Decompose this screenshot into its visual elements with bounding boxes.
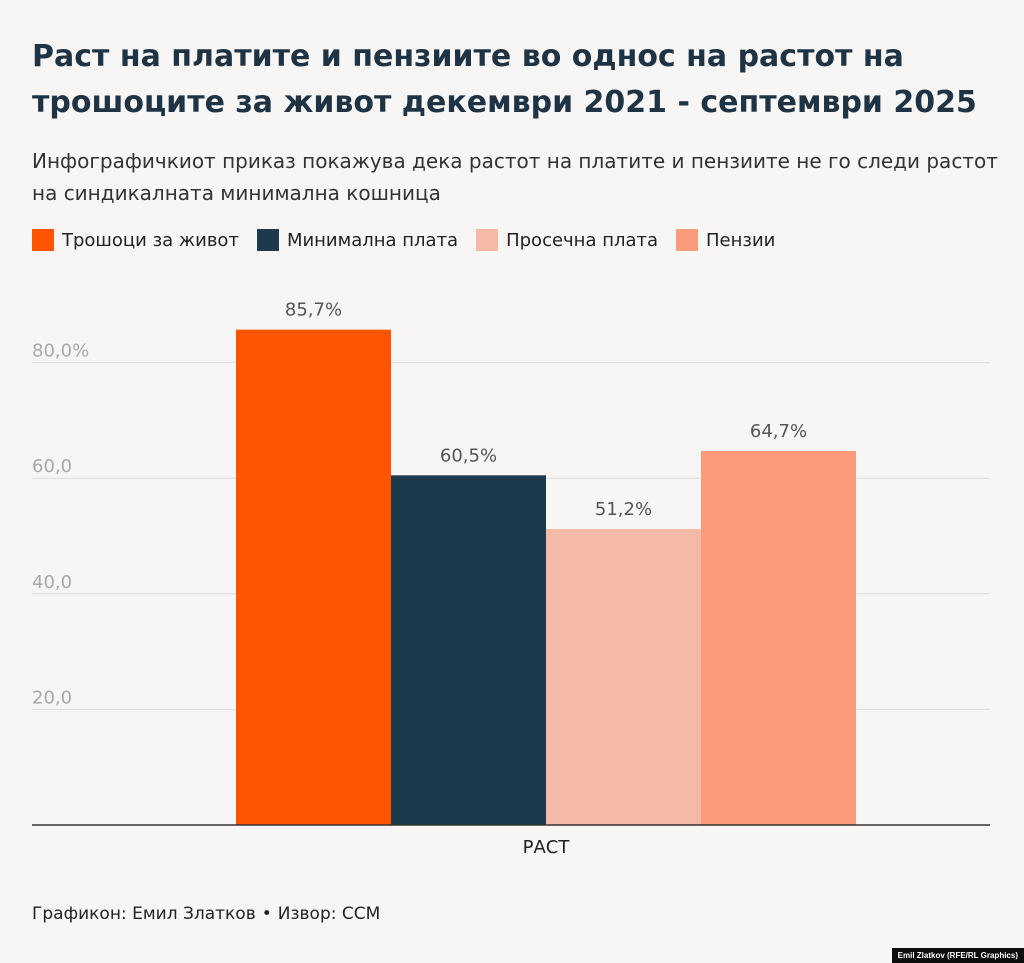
x-tick-label: РАСТ	[523, 837, 571, 858]
legend: Трошоци за живот Минимална плата Просечн…	[32, 229, 793, 251]
legend-swatch	[476, 229, 499, 251]
chart-title: Раст на платите и пензиите во однос на р…	[32, 39, 977, 120]
footer-separator: •	[261, 904, 272, 924]
legend-item-average-wage: Просечна плата	[476, 229, 658, 251]
credit-badge: Emil Zlatkov (RFE/RL Graphics)	[891, 948, 1024, 963]
y-tick-label: 60,0	[32, 456, 72, 477]
bar	[236, 329, 391, 825]
data-label: 64,7%	[750, 421, 807, 442]
legend-swatch	[32, 229, 54, 251]
legend-swatch	[256, 229, 279, 251]
y-tick-label: 80,0%	[32, 341, 89, 362]
bar	[546, 529, 701, 825]
data-label: 60,5%	[440, 445, 497, 466]
data-label: 51,2%	[595, 499, 652, 520]
legend-label: Трошоци за живот	[62, 229, 239, 251]
chart-subtitle: Инфографичкиот приказ покажува дека раст…	[32, 149, 998, 205]
legend-item-minimum-wage: Минимална плата	[256, 229, 459, 251]
data-label: 85,7%	[285, 300, 342, 321]
legend-item-cost-of-living: Трошоци за живот	[32, 229, 239, 251]
footer-chart-by: Графикон: Емил Златков	[32, 904, 256, 924]
legend-item-pensions: Пензии	[676, 229, 775, 251]
footer: Графикон: Емил Златков • Извор: ССМ	[32, 904, 380, 924]
legend-swatch	[676, 229, 699, 251]
y-tick-label: 20,0	[32, 687, 72, 708]
bar	[701, 451, 856, 825]
y-tick-label: 40,0	[32, 572, 72, 593]
footer-source: Извор: ССМ	[277, 904, 381, 924]
legend-label: Просечна плата	[506, 229, 659, 251]
bar	[391, 475, 546, 825]
legend-label: Пензии	[706, 229, 776, 251]
legend-label: Минимална плата	[286, 229, 459, 251]
